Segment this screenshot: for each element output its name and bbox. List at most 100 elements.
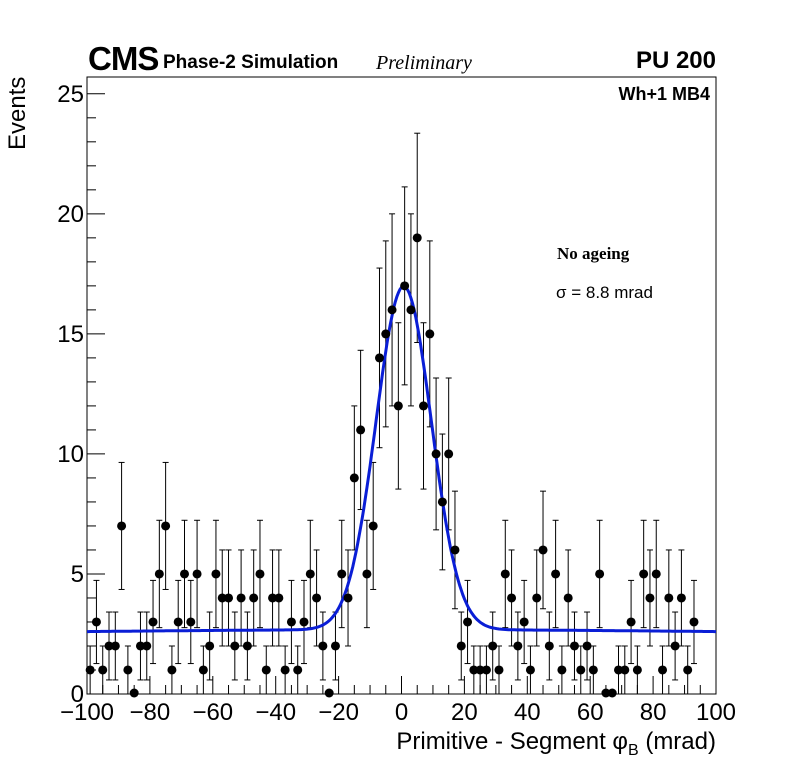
data-point (651, 569, 661, 579)
data-point (205, 641, 215, 651)
sigma-label: σ = 8.8 mrad (556, 283, 653, 302)
data-point (645, 593, 655, 603)
preliminary-label: Preliminary (376, 52, 472, 74)
data-point (85, 665, 95, 675)
data-point (356, 425, 366, 435)
x-tick-label: 80 (640, 699, 667, 726)
data-point (142, 641, 152, 651)
data-point (224, 593, 234, 603)
data-point (154, 569, 164, 579)
error-bars (87, 132, 697, 695)
x-tick-label: 20 (451, 699, 478, 726)
data-point (412, 233, 422, 243)
simulation-label: Phase-2 Simulation (163, 52, 339, 73)
data-point (91, 617, 101, 627)
data-point (544, 641, 554, 651)
data-point (601, 688, 611, 698)
data-point (217, 593, 227, 603)
ageing-label: No ageing (557, 244, 630, 263)
y-tick-label: 5 (71, 561, 84, 588)
data-point (406, 305, 416, 315)
data-point (639, 569, 649, 579)
data-point (192, 569, 202, 579)
data-point (249, 593, 259, 603)
y-tick-label: 10 (57, 441, 84, 468)
data-point (274, 593, 284, 603)
cms-logo: CMS (88, 40, 159, 77)
data-point (576, 665, 586, 675)
data-point (148, 617, 158, 627)
data-point (173, 617, 183, 627)
data-point (387, 305, 397, 315)
data-point (374, 353, 384, 363)
x-tick-label: 60 (577, 699, 604, 726)
data-point (186, 617, 196, 627)
data-point (312, 593, 322, 603)
data-point (551, 569, 561, 579)
data-point (475, 665, 485, 675)
x-tick-label: −20 (318, 699, 359, 726)
data-point (167, 665, 177, 675)
data-point (236, 593, 246, 603)
data-point (368, 521, 378, 531)
data-point (129, 688, 139, 698)
data-point (337, 569, 347, 579)
x-tick-label: 0 (395, 699, 408, 726)
data-point (683, 665, 693, 675)
data-point (393, 401, 403, 411)
y-tick-label: 25 (57, 81, 84, 108)
data-point (362, 569, 372, 579)
x-tick-label: −100 (60, 699, 114, 726)
plot-frame (86, 76, 717, 695)
pileup-label: PU 200 (635, 47, 716, 74)
x-tick-label: −40 (255, 699, 296, 726)
data-point (299, 617, 309, 627)
data-point (588, 665, 598, 675)
data-point (305, 569, 315, 579)
data-point (557, 665, 567, 675)
data-point (230, 641, 240, 651)
data-point (507, 593, 517, 603)
data-point (614, 665, 624, 675)
data-point (513, 641, 523, 651)
data-point (280, 665, 290, 675)
data-point (676, 593, 686, 603)
y-tick-label: 20 (57, 201, 84, 228)
data-point (211, 569, 221, 579)
data-point (532, 593, 542, 603)
data-point (425, 329, 435, 339)
y-tick-label: 0 (71, 681, 84, 708)
data-point (179, 569, 189, 579)
data-point (632, 665, 642, 675)
data-point (607, 688, 617, 698)
y-axis-label: Events (4, 76, 31, 150)
data-point (330, 641, 340, 651)
data-point (268, 593, 278, 603)
data-point (431, 449, 441, 459)
data-point (381, 329, 391, 339)
data-point (664, 593, 674, 603)
data-point (444, 449, 454, 459)
data-point (670, 641, 680, 651)
fit-curve (87, 284, 716, 634)
data-point (318, 641, 328, 651)
data-point (582, 641, 592, 651)
x-tick-label: 100 (696, 699, 736, 726)
data-point (286, 617, 296, 627)
data-point (400, 281, 410, 291)
x-tick-label: −80 (130, 699, 171, 726)
data-point (525, 665, 535, 675)
data-point (324, 688, 334, 698)
data-point (519, 617, 529, 627)
data-point (98, 665, 108, 675)
data-point (620, 665, 630, 675)
data-point (242, 641, 252, 651)
data-point (450, 545, 460, 555)
data-point (161, 521, 171, 531)
data-point (488, 641, 498, 651)
data-point (563, 593, 573, 603)
data-point (123, 665, 133, 675)
data-point (569, 641, 579, 651)
data-point (469, 665, 479, 675)
